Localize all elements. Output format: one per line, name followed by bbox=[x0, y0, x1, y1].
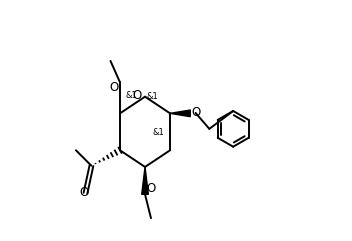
Text: &1: &1 bbox=[146, 92, 158, 101]
Text: O: O bbox=[146, 182, 156, 195]
Text: &1: &1 bbox=[126, 91, 138, 100]
Text: O: O bbox=[191, 106, 201, 119]
Polygon shape bbox=[142, 167, 148, 194]
Text: O: O bbox=[109, 81, 119, 94]
Polygon shape bbox=[170, 110, 190, 117]
Text: &1: &1 bbox=[152, 128, 164, 137]
Text: O: O bbox=[80, 186, 89, 199]
Text: O: O bbox=[132, 89, 141, 102]
